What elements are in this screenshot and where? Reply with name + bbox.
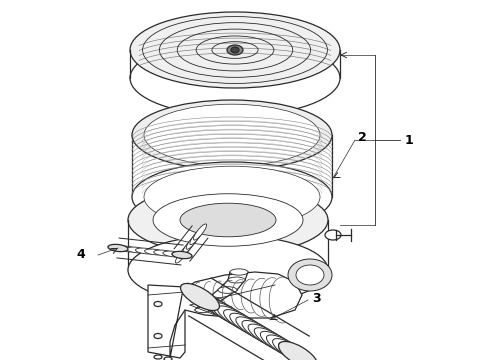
Ellipse shape (175, 247, 189, 263)
Ellipse shape (180, 283, 220, 311)
Ellipse shape (126, 247, 146, 253)
Ellipse shape (128, 235, 328, 305)
Ellipse shape (179, 242, 192, 258)
Ellipse shape (163, 251, 183, 257)
Ellipse shape (130, 12, 340, 88)
Ellipse shape (236, 317, 274, 342)
Ellipse shape (296, 265, 324, 285)
Ellipse shape (144, 166, 320, 228)
Ellipse shape (144, 104, 320, 166)
Ellipse shape (218, 306, 256, 332)
Text: 1: 1 (405, 134, 414, 147)
Ellipse shape (154, 302, 162, 306)
Ellipse shape (195, 307, 210, 312)
Ellipse shape (117, 246, 137, 252)
Ellipse shape (128, 185, 328, 255)
Ellipse shape (154, 250, 173, 256)
Ellipse shape (325, 230, 341, 240)
Ellipse shape (199, 295, 238, 321)
Ellipse shape (230, 313, 269, 339)
Ellipse shape (272, 339, 311, 360)
Polygon shape (148, 285, 185, 358)
Text: 2: 2 (358, 131, 367, 144)
Ellipse shape (267, 335, 305, 360)
Ellipse shape (154, 333, 162, 338)
Ellipse shape (130, 40, 340, 116)
Ellipse shape (132, 100, 332, 170)
Ellipse shape (187, 288, 225, 314)
Ellipse shape (181, 284, 220, 310)
Ellipse shape (172, 252, 192, 258)
Ellipse shape (211, 302, 250, 328)
Text: 3: 3 (312, 292, 320, 305)
Ellipse shape (190, 229, 203, 245)
Ellipse shape (135, 248, 155, 254)
Ellipse shape (108, 244, 128, 252)
Ellipse shape (278, 342, 318, 360)
Ellipse shape (231, 47, 239, 53)
Ellipse shape (154, 355, 162, 359)
Ellipse shape (248, 324, 287, 350)
Ellipse shape (288, 259, 332, 291)
Ellipse shape (205, 297, 222, 303)
Ellipse shape (227, 45, 243, 55)
Ellipse shape (228, 277, 245, 283)
Ellipse shape (132, 162, 332, 232)
Ellipse shape (180, 203, 276, 237)
Ellipse shape (145, 249, 165, 255)
Ellipse shape (242, 320, 281, 346)
Ellipse shape (254, 328, 293, 353)
Ellipse shape (193, 292, 232, 317)
Ellipse shape (186, 233, 199, 249)
Ellipse shape (164, 357, 172, 360)
Ellipse shape (183, 238, 196, 254)
Ellipse shape (260, 331, 299, 357)
Ellipse shape (279, 342, 318, 360)
Ellipse shape (153, 194, 303, 246)
Ellipse shape (230, 269, 248, 275)
Ellipse shape (205, 299, 244, 324)
Polygon shape (170, 272, 302, 358)
Ellipse shape (108, 245, 128, 251)
Ellipse shape (172, 251, 192, 258)
Ellipse shape (218, 287, 237, 293)
Ellipse shape (194, 224, 206, 240)
Text: 4: 4 (76, 248, 85, 261)
Ellipse shape (223, 310, 262, 335)
